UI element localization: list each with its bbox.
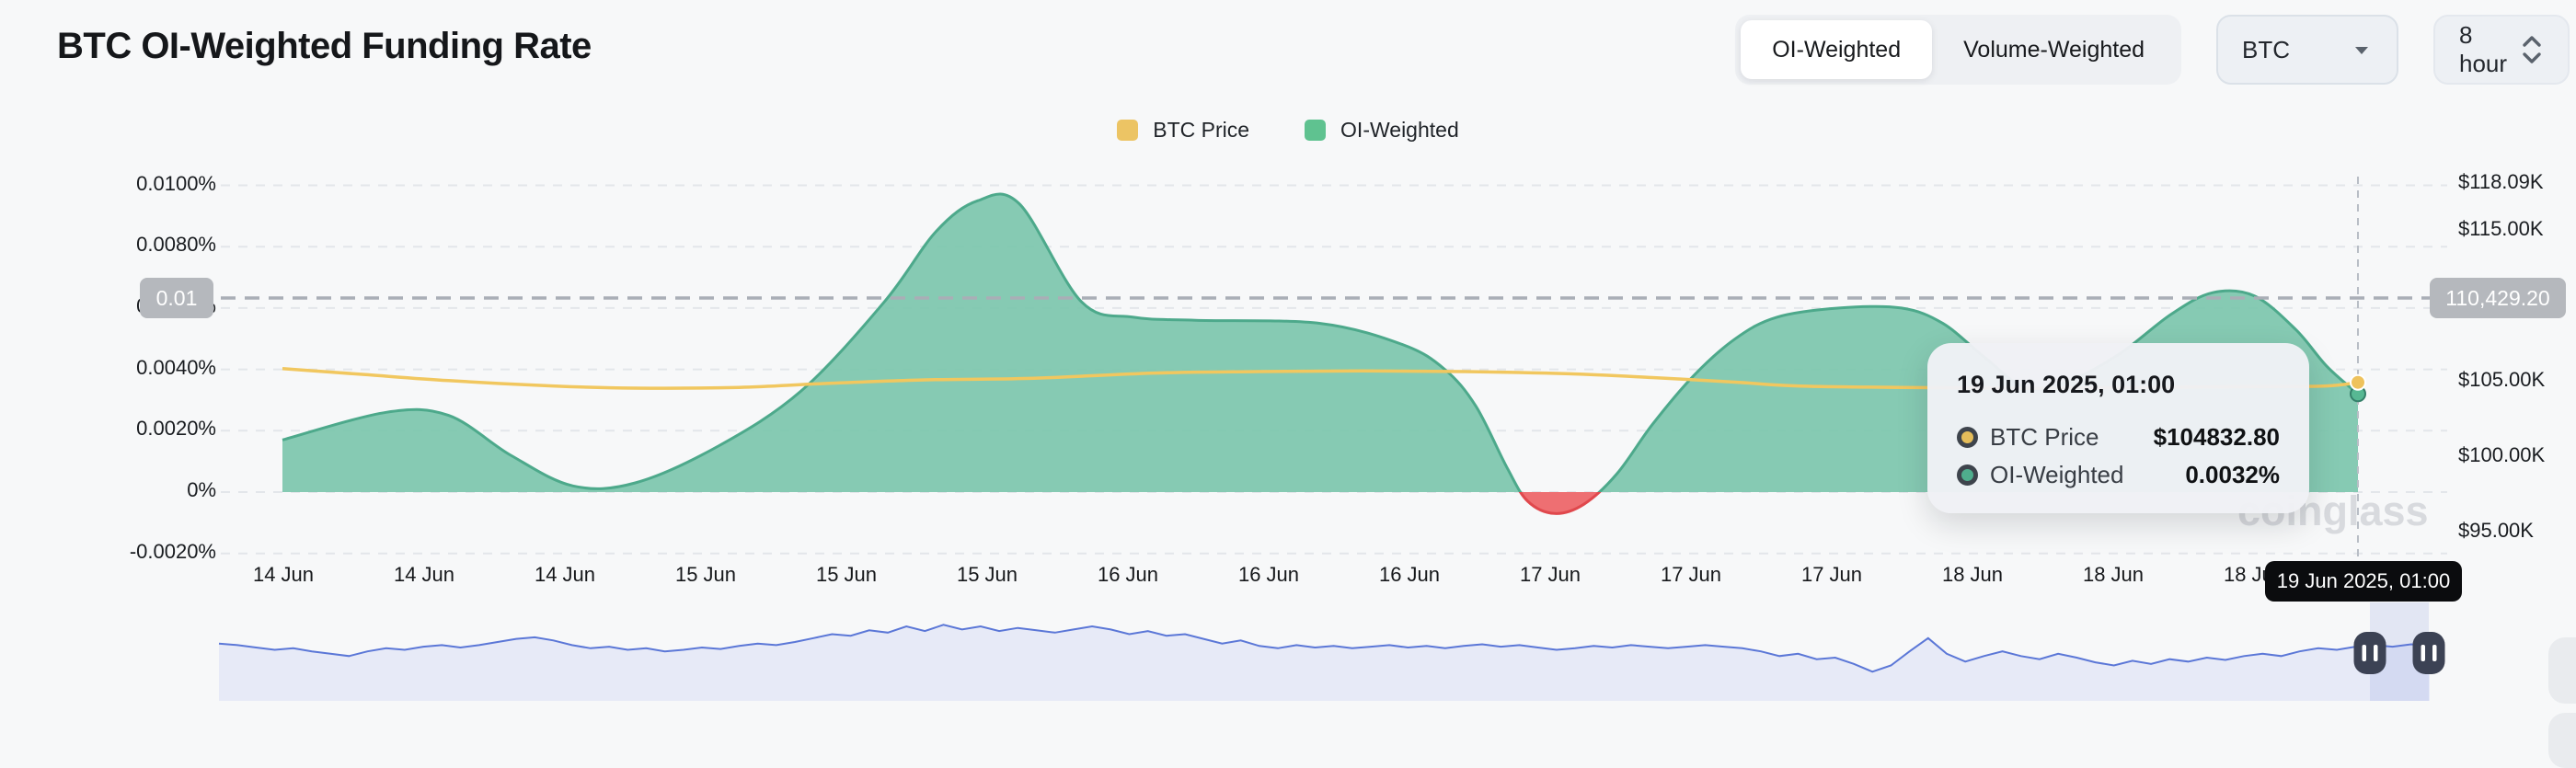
right-axis-tick: $100.00K [2458,443,2546,466]
x-axis-tick: 17 Jun [1660,563,1722,586]
x-axis-tick: 17 Jun [1519,563,1581,586]
chart-tooltip: 19 Jun 2025, 01:00 BTC Price $104832.80 … [1927,343,2309,513]
x-axis-tick: 14 Jun [393,563,455,586]
x-axis-tick: 14 Jun [534,563,596,586]
legend-label: BTC Price [1153,118,1250,142]
symbol-select[interactable]: BTC [2216,15,2398,85]
legend-swatch-icon [1305,120,1327,141]
tooltip-row-label: BTC Price [1990,423,2099,451]
header-controls: OI-Weighted Volume-Weighted BTC 8 hour [1735,15,2570,85]
left-axis-tick: 0.0080% [136,233,216,257]
right-axis-tick: $105.00K [2458,368,2546,391]
right-axis-tick: $118.09K [2458,170,2544,194]
navigator-handle-left[interactable] [2353,632,2386,674]
current-price-badge: 110,429.20 [2430,278,2566,318]
x-axis-tick: 14 Jun [252,563,315,586]
tooltip-row-value: $104832.80 [2153,423,2280,451]
page-title: BTC OI-Weighted Funding Rate [57,26,592,66]
crosshair-date-badge: 19 Jun 2025, 01:00 [2265,561,2462,602]
legend-label: OI-Weighted [1340,118,1459,142]
x-axis-tick: 15 Jun [674,563,737,586]
tooltip-row-btc-price: BTC Price $104832.80 [1957,423,2280,452]
up-down-chevrons-icon [2520,31,2544,68]
oi-weighted-marker-icon [1957,464,1978,486]
main-chart[interactable] [0,0,2576,725]
symbol-select-value: BTC [2242,35,2290,63]
tab-volume-weighted[interactable]: Volume-Weighted [1963,37,2145,63]
btc-price-marker-icon [1957,427,1978,448]
interval-select-value: 8 hour [2459,21,2508,77]
right-axis-tick: $95.00K [2458,519,2534,542]
right-axis-tick: $115.00K [2458,217,2544,240]
chart-legend: BTC Price OI-Weighted [0,118,2576,143]
current-funding-badge: 0.01 [140,278,213,318]
tooltip-row-value: 0.0032% [2185,461,2280,488]
tab-oi-weighted[interactable]: OI-Weighted [1741,20,1933,79]
x-axis-tick: 17 Jun [1800,563,1863,586]
x-axis-tick: 15 Jun [815,563,878,586]
price-point-dot [2350,373,2366,391]
left-axis-tick: 0.0040% [136,355,216,379]
legend-item-oi-weighted[interactable]: OI-Weighted [1305,118,1459,143]
x-axis-tick: 18 Jun [1941,563,2004,586]
legend-swatch-icon [1117,120,1139,141]
weighting-mode-tabs: OI-Weighted Volume-Weighted [1735,15,2181,85]
tooltip-row-label: OI-Weighted [1990,461,2124,488]
x-axis-tick: 16 Jun [1097,563,1159,586]
interval-select[interactable]: 8 hour [2433,15,2570,85]
left-axis-tick: -0.0020% [129,539,216,563]
x-axis-tick: 16 Jun [1378,563,1441,586]
navigator-handle-right[interactable] [2412,632,2445,674]
chevron-down-icon [2351,39,2373,61]
x-axis-tick: 15 Jun [956,563,1018,586]
legend-item-btc-price[interactable]: BTC Price [1117,118,1249,143]
funding-area-positive [282,194,2358,492]
left-axis-tick: 0% [187,478,216,501]
edge-floating-button[interactable] [2548,637,2576,704]
navigator-area[interactable] [219,625,2430,701]
tooltip-row-oi-weighted: OI-Weighted 0.0032% [1957,461,2280,489]
left-axis-tick: 0.0020% [136,417,216,441]
left-axis-tick: 0.0100% [136,171,216,195]
navigator-line [218,624,2431,673]
x-axis-tick: 16 Jun [1237,563,1300,586]
tooltip-timestamp: 19 Jun 2025, 01:00 [1957,371,2176,398]
x-axis-tick: 18 Jun [2082,563,2145,586]
